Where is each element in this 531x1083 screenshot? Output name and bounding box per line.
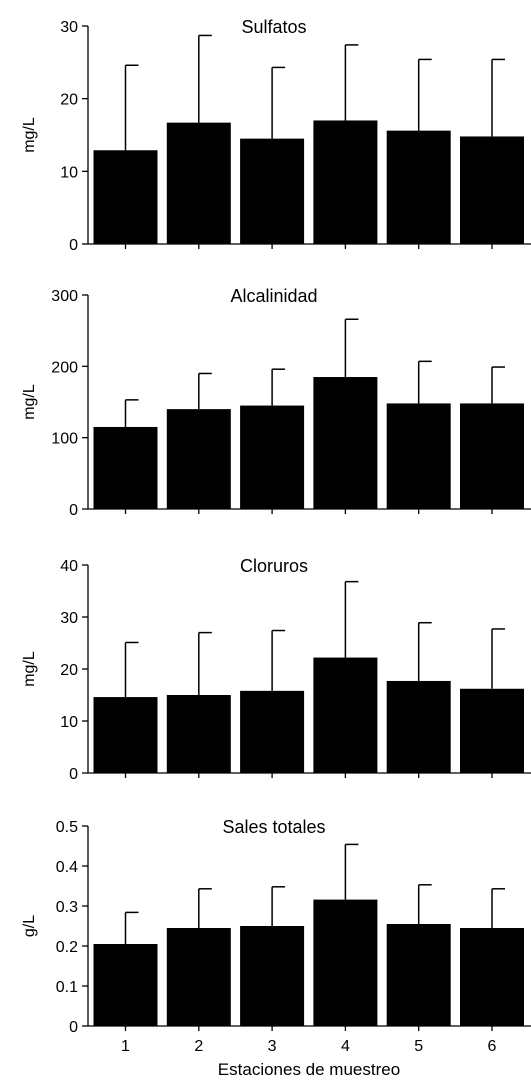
y-tick-label: 10 xyxy=(60,714,78,731)
y-axis-label: g/L xyxy=(21,915,38,937)
y-tick-label: 0.3 xyxy=(56,899,78,916)
bar xyxy=(313,899,378,1026)
y-tick-label: 20 xyxy=(60,662,78,679)
y-tick-label: 200 xyxy=(51,359,78,376)
y-tick-label: 30 xyxy=(60,19,78,36)
panel-title: Sulfatos xyxy=(241,17,306,37)
bar xyxy=(460,136,524,244)
bar xyxy=(166,695,231,773)
y-tick-label: 300 xyxy=(51,288,78,305)
chart-panel-3: 0 10 20 30 40 Cloruros mg/L xyxy=(21,556,531,783)
y-tick-label: 100 xyxy=(51,431,78,448)
x-tick-label: 6 xyxy=(488,1038,497,1055)
bar xyxy=(386,924,451,1026)
bar xyxy=(93,697,158,773)
panel-title: Cloruros xyxy=(240,556,308,576)
bar xyxy=(386,403,451,509)
y-tick-label: 0.1 xyxy=(56,979,78,996)
chart-panel-4: 0 0.1 0.2 0.3 0.4 0.5 1 2 3 4 5 6 Sales totales g/L Es… xyxy=(21,817,531,1079)
bar xyxy=(386,680,451,773)
x-tick-label: 4 xyxy=(341,1038,350,1055)
bar xyxy=(313,377,378,509)
y-tick-label: 0.4 xyxy=(56,859,78,876)
bar xyxy=(93,150,158,244)
bar xyxy=(240,405,305,509)
y-tick-label: 40 xyxy=(60,558,78,575)
bar xyxy=(313,657,378,773)
y-axis-label: mg/L xyxy=(21,384,38,420)
bar xyxy=(240,690,305,773)
x-tick-label: 5 xyxy=(414,1038,423,1055)
y-tick-label: 0.2 xyxy=(56,939,78,956)
bar xyxy=(313,120,378,244)
y-tick-label: 0 xyxy=(69,237,78,254)
bar xyxy=(93,944,158,1026)
bar xyxy=(460,928,524,1026)
chart-panel-2: 0 100 200 300 Alcalinidad mg/L xyxy=(21,286,531,519)
y-tick-label: 10 xyxy=(60,164,78,181)
y-tick-label: 30 xyxy=(60,610,78,627)
y-axis-label: mg/L xyxy=(21,117,38,153)
bar xyxy=(386,130,451,244)
y-tick-label: 0 xyxy=(69,502,78,519)
x-tick-label: 2 xyxy=(194,1038,203,1055)
y-tick-label: 0 xyxy=(69,1019,78,1036)
y-tick-label: 20 xyxy=(60,92,78,109)
panel-title: Sales totales xyxy=(222,817,325,837)
bar xyxy=(460,403,524,509)
x-axis-label: Estaciones de muestreo xyxy=(218,1060,400,1079)
panel-title: Alcalinidad xyxy=(230,286,317,306)
bar xyxy=(166,928,231,1026)
chart-panel-1: 0 10 20 30 Sulfatos mg/L xyxy=(21,17,531,254)
x-tick-label: 1 xyxy=(121,1038,130,1055)
y-tick-label: 0 xyxy=(69,766,78,783)
bar xyxy=(240,138,305,244)
bar xyxy=(460,688,524,773)
bar xyxy=(166,409,231,509)
bar xyxy=(240,926,305,1026)
y-tick-label: 0.5 xyxy=(56,819,78,836)
x-tick-label: 3 xyxy=(268,1038,277,1055)
y-axis-label: mg/L xyxy=(21,651,38,687)
bar xyxy=(166,122,231,244)
bar xyxy=(93,426,158,509)
